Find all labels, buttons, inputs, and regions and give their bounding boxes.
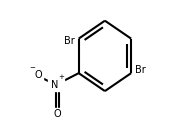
Text: Br: Br — [64, 36, 75, 46]
Text: O: O — [34, 70, 42, 80]
Text: O: O — [54, 109, 61, 119]
Text: −: − — [30, 65, 35, 71]
Polygon shape — [51, 108, 64, 119]
Text: +: + — [58, 74, 64, 80]
Polygon shape — [30, 70, 44, 81]
Polygon shape — [48, 79, 64, 91]
Text: Br: Br — [135, 65, 145, 75]
Text: N: N — [51, 80, 58, 90]
